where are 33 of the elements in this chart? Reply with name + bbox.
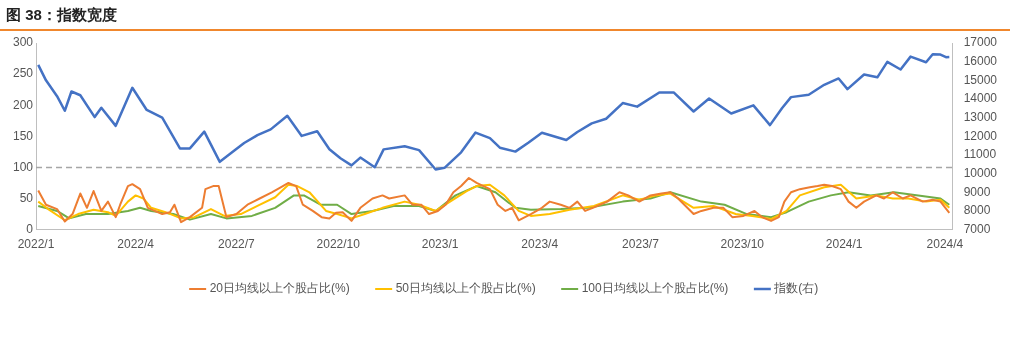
y2-tick-label: 12000: [963, 128, 998, 143]
y2-tick-label: 10000: [963, 165, 998, 180]
y2-tick-label: 7000: [963, 221, 991, 236]
y2-tick-label: 8000: [963, 203, 991, 218]
x-tick-label: 2024/4: [926, 237, 964, 252]
y2-tick-label: 16000: [963, 53, 998, 68]
legend-label: 50日均线以上个股占比(%): [395, 281, 536, 296]
x-tick-label: 2023/1: [421, 237, 459, 252]
legend-label: 指数(右): [773, 281, 819, 296]
x-tick-label: 2022/10: [316, 237, 361, 252]
y-tick-label: 100: [12, 159, 34, 174]
y-tick-label: 200: [12, 97, 34, 112]
y2-tick-label: 17000: [963, 35, 998, 50]
y2-tick-label: 11000: [963, 147, 997, 162]
y2-tick-label: 15000: [963, 72, 998, 87]
y2-tick-label: 13000: [963, 109, 998, 124]
y2-tick-label: 14000: [963, 91, 998, 106]
y-tick-label: 300: [12, 35, 34, 50]
legend-label: 20日均线以上个股占比(%): [209, 281, 350, 296]
x-tick-label: 2022/7: [218, 237, 256, 252]
y-tick-label: 250: [12, 66, 34, 81]
x-tick-label: 2022/4: [117, 237, 155, 252]
y-tick-label: 0: [26, 221, 34, 236]
x-tick-label: 2022/1: [17, 237, 55, 252]
x-tick-label: 2023/10: [720, 237, 765, 252]
y2-tick-label: 9000: [963, 184, 991, 199]
x-tick-label: 2023/7: [622, 237, 660, 252]
y-tick-label: 50: [19, 190, 34, 205]
y-tick-label: 150: [12, 128, 34, 143]
x-tick-label: 2024/1: [825, 237, 863, 252]
chart-title: 图 38：指数宽度: [0, 0, 1010, 31]
legend-label: 100日均线以上个股占比(%): [581, 281, 729, 296]
x-tick-label: 2023/4: [521, 237, 559, 252]
